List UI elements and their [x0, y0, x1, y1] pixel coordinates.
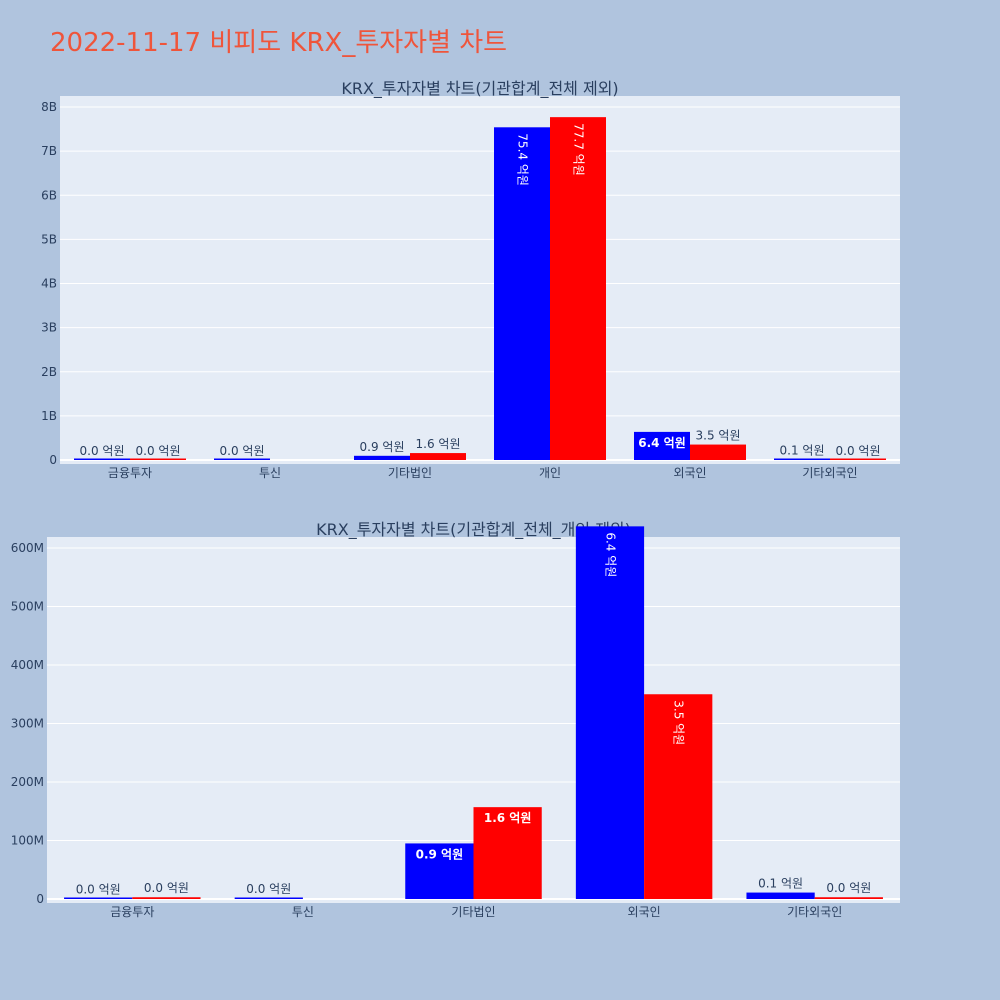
- data-label: 0.0 억원: [246, 882, 291, 896]
- x-tick-label: 투신: [292, 905, 314, 919]
- data-label: 1.6 억원: [484, 811, 532, 825]
- bar: [746, 892, 815, 899]
- bar: [64, 897, 133, 899]
- x-tick-label: 외국인: [673, 466, 706, 480]
- chart-title: KRX_투자자별 차트(기관합계_전체 제외): [341, 79, 618, 99]
- data-label: 77.7 억원: [572, 123, 586, 176]
- y-tick-label: 6B: [41, 188, 57, 202]
- data-label: 1.6 억원: [416, 437, 461, 451]
- page-title: 2022-11-17 비피도 KRX_투자자별 차트: [50, 28, 508, 58]
- y-tick-label: 7B: [41, 144, 57, 158]
- x-tick-label: 금융투자: [110, 905, 154, 919]
- data-label: 0.0 억원: [76, 882, 121, 896]
- bar: [494, 127, 550, 461]
- x-tick-label: 기타외국인: [802, 466, 857, 480]
- chart-2: KRX_투자자별 차트(기관합계_전체_개인 제외) 0 100M 200M 300M 4…: [11, 520, 900, 919]
- chart-1: KRX_투자자별 차트(기관합계_전체 제외) 0 1B 2B 3B 4B 5B 6B 7B 8B…: [41, 79, 900, 480]
- bar: [774, 458, 830, 460]
- y-tick-label: 600M: [11, 541, 44, 555]
- y-tick-label: 300M: [11, 717, 44, 731]
- data-label: 0.1 억원: [758, 877, 803, 891]
- data-label: 0.9 억원: [360, 440, 405, 454]
- x-tick-label: 기타외국인: [787, 905, 842, 919]
- bar: [214, 458, 270, 460]
- data-label: 6.4 억원: [603, 532, 617, 577]
- y-tick-label: 3B: [41, 321, 57, 335]
- bar: [410, 453, 466, 460]
- y-tick-label: 4B: [41, 277, 57, 291]
- data-label: 0.0 억원: [220, 444, 265, 458]
- data-label: 75.4 억원: [516, 133, 530, 186]
- y-tick-label: 0: [36, 892, 44, 906]
- bar: [130, 458, 186, 460]
- y-tick-label: 1B: [41, 409, 57, 423]
- bar: [690, 444, 746, 460]
- y-tick-label: 2B: [41, 365, 57, 379]
- bar: [814, 897, 883, 899]
- bar: [644, 694, 713, 899]
- y-tick-label: 100M: [11, 834, 44, 848]
- data-label: 3.5 억원: [696, 429, 741, 443]
- plot-area: [60, 96, 900, 464]
- x-tick-label: 금융투자: [108, 466, 152, 480]
- bar: [830, 458, 886, 460]
- data-label: 0.0 억원: [826, 881, 871, 895]
- bar: [354, 455, 410, 460]
- data-label: 6.4 억원: [638, 436, 686, 450]
- data-label: 0.1 억원: [780, 444, 825, 458]
- x-tick-label: 투신: [259, 466, 281, 480]
- bar: [634, 431, 690, 460]
- x-tick-label: 기타법인: [388, 466, 432, 480]
- bar: [405, 843, 474, 899]
- y-tick-label: 5B: [41, 232, 57, 246]
- data-label: 0.0 억원: [136, 444, 181, 458]
- x-tick-label: 기타법인: [451, 905, 495, 919]
- data-label: 0.0 억원: [80, 444, 125, 458]
- bar: [575, 526, 645, 899]
- y-tick-label: 400M: [11, 658, 44, 672]
- bar: [234, 897, 303, 899]
- y-tick-label: 200M: [11, 775, 44, 789]
- chart-title: KRX_투자자별 차트(기관합계_전체_개인 제외): [316, 520, 631, 540]
- y-tick-label: 500M: [11, 600, 44, 614]
- data-label: 3.5 억원: [672, 700, 686, 745]
- x-tick-label: 외국인: [628, 905, 661, 919]
- y-tick-label: 8B: [41, 100, 57, 114]
- y-tick-label: 0: [49, 453, 57, 467]
- data-label: 0.0 억원: [144, 881, 189, 895]
- bar: [74, 458, 130, 460]
- x-tick-label: 개인: [539, 466, 561, 480]
- bar: [550, 117, 606, 461]
- data-label: 0.0 억원: [836, 444, 881, 458]
- bar: [132, 897, 201, 899]
- bar: [473, 807, 542, 899]
- data-label: 0.9 억원: [416, 847, 464, 861]
